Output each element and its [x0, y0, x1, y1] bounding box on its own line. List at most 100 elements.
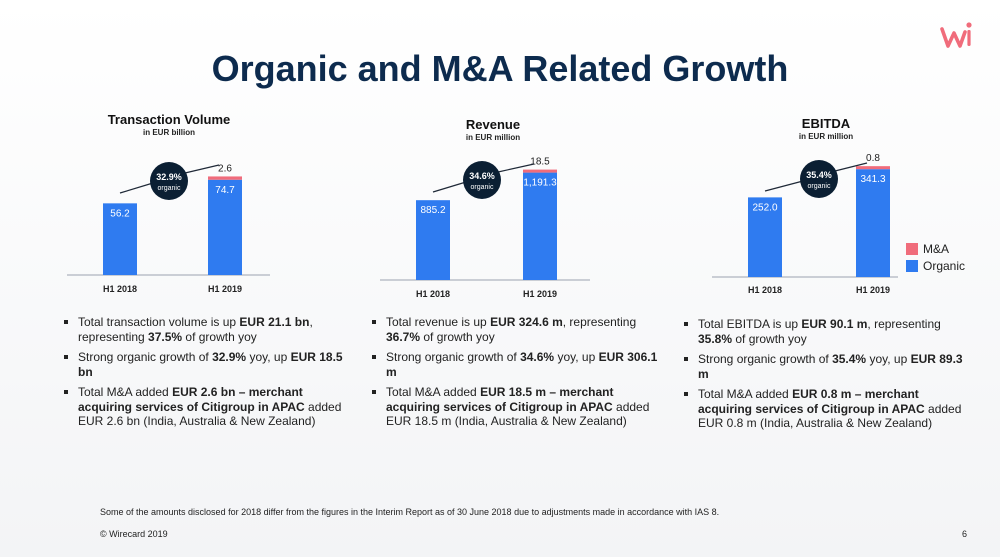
legend-swatch-organic: [906, 259, 918, 272]
bar-organic: [208, 179, 242, 275]
data-label-ma: 0.8: [866, 153, 880, 164]
bullet-item: Total EBITDA is up EUR 90.1 m, represent…: [684, 317, 969, 346]
bullet-text-bold: EUR 89.3 m: [698, 352, 963, 381]
legend-item-ma: M&A: [906, 240, 965, 257]
bullet-text-bold: 37.5%: [148, 329, 183, 344]
bullet-text: Strong organic growth of: [386, 350, 521, 364]
data-label-organic: 74.7: [215, 185, 235, 196]
copyright: © Wirecard 2019: [100, 529, 168, 539]
growth-arrow: [764, 180, 804, 192]
chart-title-transaction-volume: Transaction Volume: [107, 112, 231, 127]
data-label-ma: 18.5: [530, 157, 550, 168]
data-label-organic: 252.0: [752, 202, 777, 213]
bullet-text: Total transaction volume is up: [78, 315, 240, 329]
chart-title-revenue: Revenue: [465, 117, 521, 132]
bullet-text: Strong organic growth of: [698, 352, 833, 366]
chart-subtitle-ebitda: in EUR million: [798, 132, 854, 141]
bullet-text: added EUR 2.6 bn (India, Australia & New…: [78, 399, 342, 429]
bullet-item: Total M&A added EUR 2.6 bn – merchant ac…: [64, 385, 344, 429]
bullet-text: of growth yoy: [420, 329, 495, 344]
legend-label-ma: M&A: [923, 241, 950, 256]
legend-swatch-ma: [906, 242, 918, 255]
legend: M&A Organic: [906, 240, 965, 274]
bullet-text: of growth yoy: [732, 331, 807, 346]
bullet-item: Total transaction volume is up EUR 21.1 …: [64, 315, 344, 344]
bullet-text-bold: EUR 306.1 m: [386, 350, 658, 379]
x-tick-label: H1 2019: [856, 285, 890, 295]
growth-label: organic: [471, 184, 494, 191]
growth-arrow: [184, 164, 220, 174]
bullet-text-bold: 35.8%: [698, 331, 733, 346]
bullet-text-bold: 32.9%: [212, 350, 247, 364]
growth-arrow: [432, 181, 467, 193]
bar-organic: [416, 200, 450, 280]
legend-item-organic: Organic: [906, 257, 965, 274]
bullet-text: added EUR 0.8 m (India, Australia & New …: [698, 401, 962, 431]
x-tick-label: H1 2019: [208, 284, 242, 294]
bar-organic: [523, 172, 557, 280]
bullet-text-bold: EUR 2.6 bn – merchant acquiring services…: [78, 385, 305, 414]
chart-title-ebitda: EBITDA: [801, 116, 851, 131]
bar-organic: [856, 169, 890, 277]
bullet-text: yoy, up: [554, 350, 599, 364]
bullet-text-bold: 34.6%: [520, 350, 555, 364]
data-label-ma: 2.6: [218, 163, 232, 174]
bullet-item: Strong organic growth of 35.4% yoy, up E…: [684, 352, 969, 381]
bullet-text: , representing: [78, 315, 313, 344]
bullet-text: Total M&A added: [78, 385, 173, 399]
bullet-text: Strong organic growth of: [78, 350, 213, 364]
growth-percent: 34.6%: [469, 171, 495, 181]
bullet-item: Strong organic growth of 32.9% yoy, up E…: [64, 350, 344, 379]
data-label-organic: 1,191.3: [523, 178, 557, 189]
x-tick-label: H1 2018: [103, 284, 137, 294]
bullet-text: yoy, up: [866, 352, 911, 366]
data-label-organic: 885.2: [420, 205, 445, 216]
bullet-text-bold: 35.4%: [832, 352, 867, 366]
bullet-list-revenue: Total revenue is up EUR 324.6 m, represe…: [372, 315, 662, 435]
bullet-list-transaction-volume: Total transaction volume is up EUR 21.1 …: [64, 315, 344, 435]
growth-arrow: [497, 163, 535, 173]
growth-percent: 32.9%: [156, 172, 182, 182]
bullet-text: yoy, up: [246, 350, 291, 364]
x-tick-label: H1 2019: [523, 289, 557, 299]
data-label-organic: 341.3: [860, 174, 885, 185]
bullet-item: Total M&A added EUR 0.8 m – merchant acq…: [684, 387, 969, 431]
page-number: 6: [962, 529, 968, 539]
bar-ma: [523, 169, 557, 173]
chart-subtitle-transaction-volume: in EUR billion: [143, 128, 195, 137]
bar-organic: [748, 197, 782, 277]
bullet-item: Total revenue is up EUR 324.6 m, represe…: [372, 315, 662, 344]
bar-ma: [856, 166, 890, 170]
bullet-text: Total revenue is up: [386, 315, 491, 329]
bullet-text: , representing: [562, 315, 637, 329]
bullet-text: Total M&A added: [386, 385, 481, 399]
bullet-text: of growth yoy: [182, 329, 257, 344]
page-title: Organic and M&A Related Growth: [211, 48, 789, 89]
growth-bubble: [463, 161, 501, 199]
x-tick-label: H1 2018: [416, 289, 450, 299]
bullet-text-bold: EUR 21.1 bn: [239, 315, 310, 329]
bullet-text-bold: 36.7%: [386, 329, 421, 344]
bullet-text-bold: EUR 18.5 bn: [78, 350, 343, 379]
bar-organic: [103, 203, 137, 275]
bullet-text: added EUR 18.5 m (India, Australia & New…: [386, 399, 650, 429]
bullet-text-bold: EUR 18.5 m – merchant acquiring services…: [386, 385, 614, 414]
growth-arrow: [119, 182, 154, 194]
bullet-text: Total M&A added: [698, 387, 793, 401]
bullet-text-bold: EUR 324.6 m: [490, 315, 563, 329]
chart-subtitle-revenue: in EUR million: [465, 133, 521, 142]
growth-bubble: [150, 162, 188, 200]
bullet-text-bold: EUR 90.1 m: [801, 317, 868, 331]
legend-label-organic: Organic: [923, 258, 966, 273]
bullet-list-ebitda: Total EBITDA is up EUR 90.1 m, represent…: [684, 317, 969, 437]
data-label-organic: 56.2: [110, 208, 130, 219]
bullet-text-bold: EUR 0.8 m – merchant acquiring services …: [698, 387, 925, 416]
growth-label: organic: [808, 183, 831, 190]
footnote: Some of the amounts disclosed for 2018 d…: [100, 507, 720, 517]
bullet-item: Total M&A added EUR 18.5 m – merchant ac…: [372, 385, 662, 429]
growth-label: organic: [158, 185, 181, 192]
bar-ma: [208, 176, 242, 180]
growth-bubble: [800, 160, 838, 198]
bullet-text: Total EBITDA is up: [698, 317, 802, 331]
bullet-item: Strong organic growth of 34.6% yoy, up E…: [372, 350, 662, 379]
